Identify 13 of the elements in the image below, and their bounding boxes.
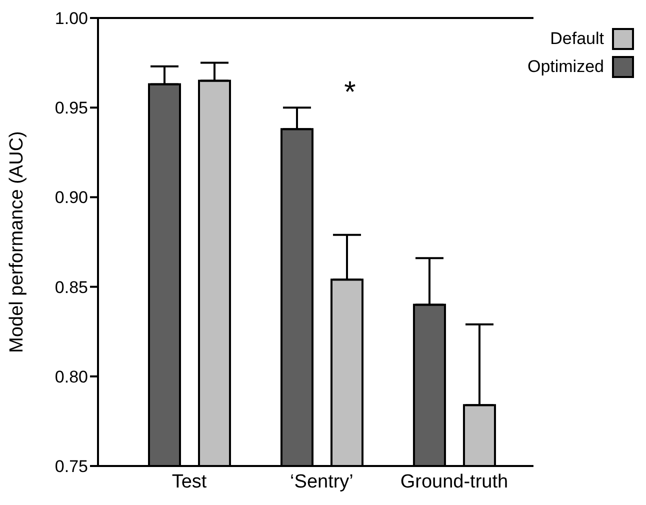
y-tick-label: 0.80: [54, 367, 88, 386]
y-axis-title: Model performance (AUC): [6, 131, 28, 353]
annotation: *: [343, 76, 357, 109]
y-tick-label: 0.95: [54, 98, 88, 118]
y-tick-label: 1.00: [54, 9, 88, 28]
x-tick-label: ‘Sentry’: [290, 471, 354, 492]
y-tick-label: 0.85: [54, 278, 88, 297]
legend-label: Default: [550, 29, 604, 49]
x-tick-label: Ground-truth: [400, 471, 508, 492]
legend-label: Optimized: [527, 57, 604, 77]
x-tick-label: Test: [172, 471, 208, 492]
y-tick-label: 0.75: [54, 457, 88, 476]
y-tick-label: 0.90: [54, 188, 88, 208]
